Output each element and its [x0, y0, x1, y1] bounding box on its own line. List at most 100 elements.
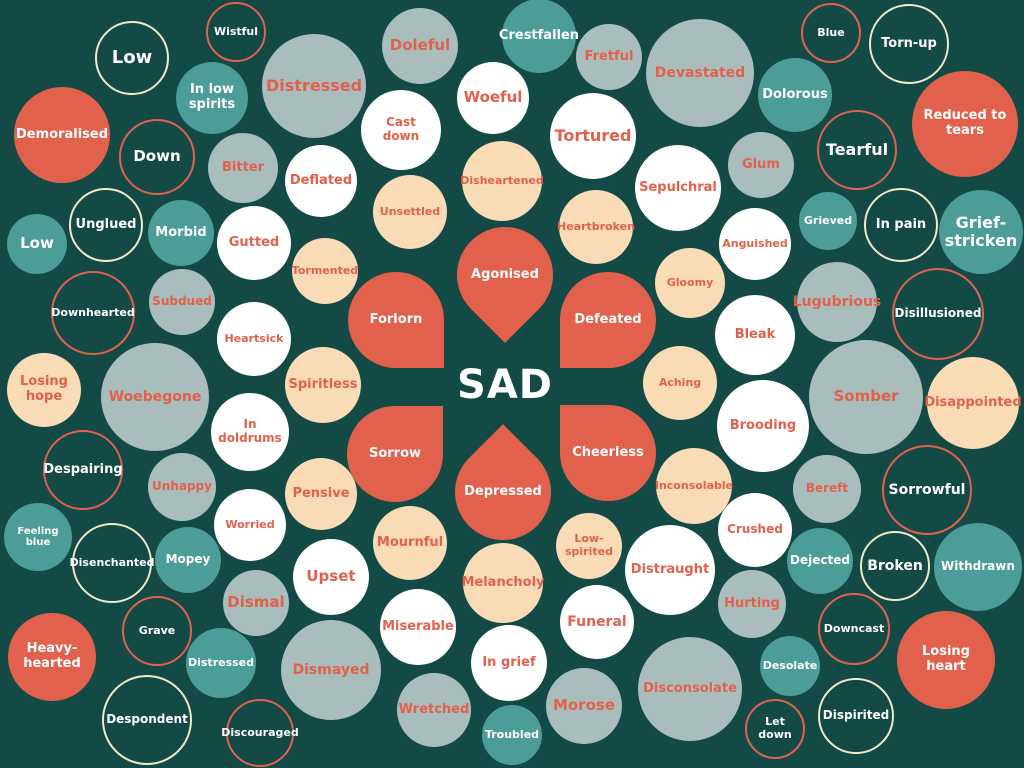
word-label: Devastated [654, 64, 746, 81]
word-label: Funeral [567, 613, 627, 630]
bubble [718, 570, 786, 638]
bubble [149, 269, 215, 335]
bubble [397, 673, 471, 747]
bubble [51, 271, 135, 355]
word-label: Discouraged [221, 725, 299, 739]
bubble [148, 200, 214, 266]
bubble [502, 0, 576, 73]
word-label: In grief [482, 654, 536, 670]
bubble [818, 678, 894, 754]
bubble [217, 206, 291, 280]
word-label: Demoralised [15, 126, 109, 142]
word-label: Depressed [464, 483, 542, 499]
bubble [860, 531, 930, 601]
word-label: Dismal [227, 593, 285, 612]
word-label: Tearful [825, 139, 889, 159]
word-label: Downhearted [51, 305, 135, 319]
word-label: Gloomy [666, 275, 714, 289]
bubble [262, 34, 366, 138]
word-label: Morbid [155, 224, 207, 240]
bubble [122, 596, 192, 666]
word-label: Broken [867, 557, 923, 574]
word-label: Gutted [228, 234, 280, 250]
word-label: Heartbroken [557, 219, 635, 233]
word-label: Despairing [43, 461, 123, 477]
word-label: Doleful [389, 36, 451, 55]
bubble [186, 628, 256, 698]
word-label: In doldrums [218, 417, 282, 445]
bubble [550, 93, 636, 179]
word-label: Blue [817, 25, 845, 39]
bubble [912, 71, 1018, 177]
bubble [463, 543, 543, 623]
word-label: Mournful [376, 534, 444, 550]
bubble [655, 248, 725, 318]
bubble [101, 343, 209, 451]
bubble [801, 3, 861, 63]
bubble [72, 523, 152, 603]
word-label: Aching [658, 375, 702, 389]
word-label: Distraught [630, 561, 710, 577]
bubble [102, 675, 192, 765]
word-label: Downcast [823, 621, 885, 635]
bubble [155, 527, 221, 593]
bubble [646, 19, 754, 127]
word-label: Let down [758, 715, 792, 741]
petal [348, 272, 444, 368]
word-label: Spiritless [288, 376, 358, 392]
word-label: Woebegone [108, 388, 202, 405]
bubble [718, 493, 792, 567]
word-label: Wretched [398, 701, 470, 717]
bubble [482, 705, 542, 765]
bubble [462, 141, 542, 221]
word-label: Forlorn [369, 311, 423, 327]
bubble [119, 119, 195, 195]
word-label: Tormented [291, 263, 359, 277]
word-label: Distressed [187, 655, 255, 669]
bubble [787, 528, 853, 594]
word-label: Miserable [382, 618, 454, 634]
word-label: Somber [833, 387, 899, 406]
bubble [760, 636, 820, 696]
word-label: Troubled [484, 727, 540, 741]
bubble [43, 430, 123, 510]
bubble [559, 190, 633, 264]
word-label: Bleak [734, 326, 776, 342]
bubble [69, 188, 143, 262]
word-label: Crushed [727, 522, 783, 537]
word-label: Withdrawn [941, 559, 1015, 574]
bubble [223, 570, 289, 636]
word-label: Defeated [574, 311, 642, 327]
bubble [758, 58, 832, 132]
bubble [818, 593, 890, 665]
bubble [717, 380, 809, 472]
word-label: Inconsolable [654, 478, 734, 492]
bubble [206, 2, 266, 62]
word-label: Grief-stricken [944, 212, 1018, 250]
word-label: Bereft [805, 481, 849, 496]
word-label: Low-spirited [564, 532, 613, 558]
bubble [809, 340, 923, 454]
word-label: Lugubrious [792, 293, 882, 310]
word-label: Mopey [165, 552, 211, 567]
word-label: Disenchanted [69, 555, 155, 569]
word-label: Disillusioned [894, 306, 982, 321]
bubble [281, 620, 381, 720]
word-label: Cheerless [572, 444, 644, 460]
bubble [625, 525, 715, 615]
word-label: Wistful [213, 24, 259, 38]
word-label: Morose [552, 696, 615, 715]
word-label: Sorrow [368, 445, 422, 461]
word-label: In pain [875, 216, 927, 232]
bubble [176, 62, 248, 134]
bubble [471, 625, 547, 701]
word-label: Dispirited [822, 708, 890, 723]
word-label: Losing heart [922, 644, 970, 674]
bubble [217, 302, 291, 376]
word-label: Disconsolate [643, 680, 737, 696]
bubble [719, 208, 791, 280]
word-label: Low [20, 234, 54, 253]
word-label: Agonised [471, 266, 539, 282]
word-label: Dolorous [762, 86, 828, 102]
bubble [4, 503, 72, 571]
